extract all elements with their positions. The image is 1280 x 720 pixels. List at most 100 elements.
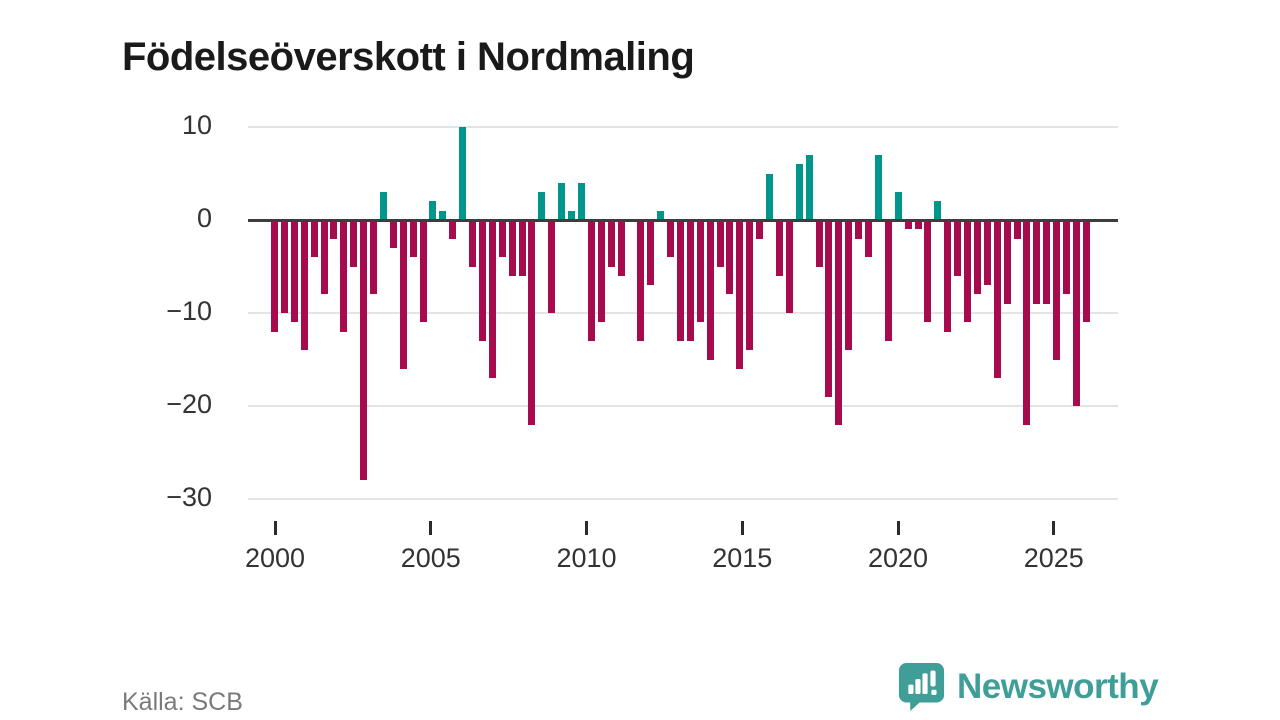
- chart-bar: [855, 220, 863, 239]
- chart-bar: [815, 220, 823, 267]
- chart-bar: [587, 220, 595, 341]
- newsworthy-speech-bubble-chart-icon: [898, 663, 945, 711]
- chart-bar: [290, 220, 298, 323]
- chart-bar: [469, 220, 476, 267]
- chart-bar: [280, 220, 288, 313]
- chart-bar: [716, 220, 724, 267]
- grid-line: [248, 498, 1118, 500]
- x-axis-tick-mark: [429, 521, 433, 535]
- grid-line: [248, 126, 1118, 128]
- chart-bar: [835, 220, 843, 425]
- chart-bar: [360, 220, 368, 481]
- newsworthy-logo[interactable]: Newsworthy: [898, 662, 1159, 711]
- x-axis-tick-label: 2010: [556, 543, 617, 573]
- chart-bar: [409, 220, 417, 258]
- chart-bar: [993, 220, 1001, 379]
- chart-bar: [370, 220, 377, 295]
- x-axis-tick-label: 2025: [1023, 543, 1084, 573]
- chart-bar: [320, 220, 328, 295]
- chart-bar: [340, 220, 348, 332]
- chart-bar: [904, 220, 912, 230]
- chart-bar: [300, 220, 308, 351]
- chart-bar: [330, 220, 338, 239]
- chart-bar: [845, 220, 853, 351]
- chart-bar: [1082, 220, 1090, 323]
- x-axis-tick-label: 2015: [712, 543, 773, 573]
- chart-bar: [983, 220, 991, 286]
- chart-bar: [271, 220, 278, 332]
- chart-bar: [647, 220, 655, 286]
- chart-bar: [478, 220, 486, 341]
- chart-bar: [775, 220, 783, 276]
- y-axis-tick-label: −20: [166, 388, 212, 419]
- chart-bar: [310, 220, 318, 258]
- chart-bar: [676, 220, 684, 341]
- x-axis-tick-label: 2000: [244, 543, 306, 573]
- x-axis-tick-mark: [273, 521, 277, 535]
- chart-bar: [399, 220, 407, 369]
- chart-bar: [825, 220, 833, 397]
- chart-bar: [1013, 220, 1021, 239]
- chart-bar: [805, 154, 813, 220]
- chart-bar: [518, 220, 526, 276]
- chart-bar: [577, 182, 585, 220]
- y-axis-tick-label: −30: [166, 481, 212, 512]
- chart-bar: [894, 192, 902, 220]
- x-axis-tick-mark: [740, 521, 744, 535]
- x-axis-tick-mark: [585, 521, 588, 535]
- chart-bar: [657, 210, 665, 220]
- brand-name: Newsworthy: [957, 666, 1159, 706]
- chart-bar: [538, 192, 546, 220]
- chart-bar: [1053, 220, 1061, 360]
- chart-title: Födelseöverskott i Nordmaling: [122, 34, 695, 79]
- chart-bar: [429, 201, 437, 220]
- chart-bar: [686, 220, 694, 341]
- chart-bar: [934, 201, 942, 220]
- x-axis-tick-mark: [1052, 521, 1056, 535]
- chart-bar: [736, 220, 744, 369]
- chart-bar: [795, 164, 803, 220]
- y-axis-tick-label: 10: [181, 109, 212, 140]
- chart-bar: [558, 182, 566, 220]
- chart-bar: [914, 220, 922, 230]
- chart-bar: [449, 220, 457, 239]
- chart-bar: [637, 220, 645, 341]
- chart-bar: [607, 220, 615, 267]
- chart-bar: [756, 220, 764, 239]
- chart-bar: [667, 220, 674, 258]
- chart-bar: [944, 220, 952, 332]
- chart-bar: [379, 192, 387, 220]
- y-axis-tick-label: 0: [196, 202, 212, 233]
- chart-bar: [568, 210, 575, 220]
- chart-bar: [548, 220, 556, 313]
- chart-bar: [1023, 220, 1031, 425]
- zero-line: [248, 218, 1118, 222]
- chart-bar: [954, 220, 962, 276]
- chart-bar: [419, 220, 427, 323]
- source-note: Källa: SCB: [122, 688, 243, 716]
- chart-bar: [696, 220, 704, 323]
- chart-bar: [597, 220, 605, 323]
- chart-bar: [350, 220, 358, 267]
- chart-bar: [706, 220, 714, 360]
- chart-bar: [973, 220, 981, 295]
- chart-bar: [528, 220, 536, 425]
- chart-bar: [389, 220, 397, 248]
- chart-bar: [1063, 220, 1070, 295]
- chart-bar: [726, 220, 734, 295]
- y-axis-tick-label: −10: [166, 295, 212, 326]
- grid-line: [248, 405, 1118, 407]
- x-axis-tick-label: 2005: [400, 543, 461, 573]
- chart-bar: [865, 220, 872, 258]
- chart-bar: [964, 220, 971, 323]
- chart-bar: [459, 127, 467, 220]
- chart-bar: [498, 220, 506, 258]
- chart-bar: [1043, 220, 1051, 304]
- chart-bar: [884, 220, 892, 341]
- chart-bar: [1003, 220, 1011, 304]
- chart-bar: [766, 173, 773, 220]
- chart-bar: [1072, 220, 1080, 406]
- x-axis-tick-mark: [896, 521, 900, 535]
